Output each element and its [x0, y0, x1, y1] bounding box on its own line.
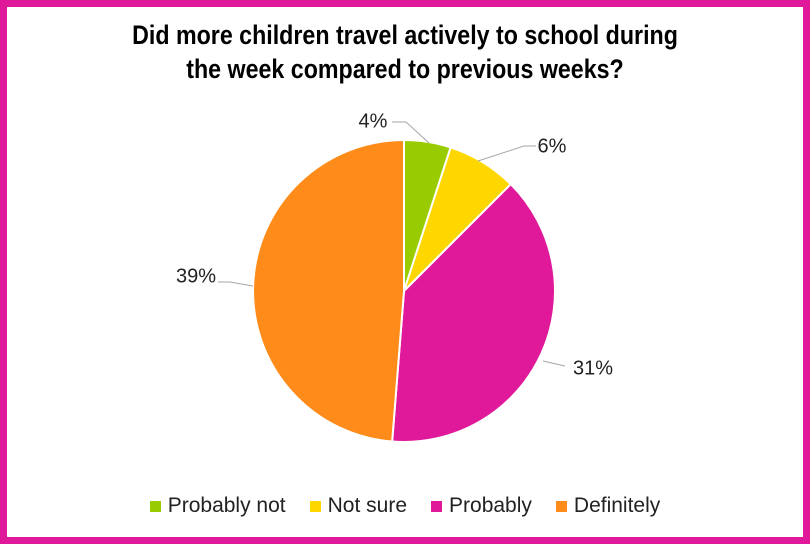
chart-title: Did more children travel actively to sch… — [74, 18, 736, 86]
legend-swatch — [555, 500, 567, 512]
legend-label: Probably — [449, 494, 532, 517]
data-label: 4% — [359, 110, 388, 132]
legend-swatch — [431, 500, 443, 512]
data-label: 31% — [573, 357, 613, 379]
legend-swatch — [309, 500, 321, 512]
legend-label: Definitely — [573, 494, 661, 517]
leader-line — [392, 121, 430, 144]
legend-label: Probably not — [167, 494, 286, 517]
legend-item: Not sure — [309, 494, 408, 518]
leader-line — [218, 281, 254, 287]
legend-label: Not sure — [327, 494, 408, 517]
legend-item: Probably — [431, 494, 532, 518]
legend-swatch — [149, 500, 161, 512]
legend-item: Definitely — [555, 494, 661, 518]
pie-leader-lines — [218, 121, 566, 367]
leader-line — [477, 145, 536, 162]
pie-data-labels: 4% 6% 31% 39% — [176, 110, 613, 379]
data-label: 39% — [176, 265, 216, 287]
data-label: 6% — [538, 135, 567, 157]
leader-line — [542, 360, 566, 367]
pie-slice-probably — [391, 182, 556, 443]
pie-slice-definitely — [252, 138, 405, 443]
chart-title-line-2: the week compared to previous weeks? — [186, 54, 624, 84]
chart-title-line-1: Did more children travel actively to sch… — [132, 20, 678, 50]
pie-slices — [252, 138, 556, 443]
legend-item: Probably not — [149, 494, 286, 518]
chart-legend: Probably not Not sure Probably Definitely — [0, 494, 810, 518]
